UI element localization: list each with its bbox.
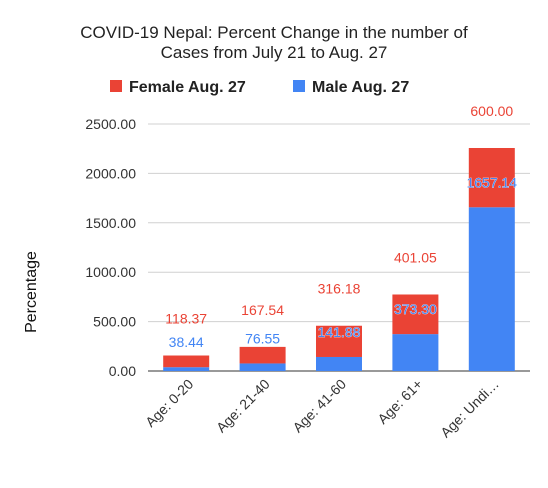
x-tick-label-age-41-60: Age: 41-60 bbox=[289, 376, 349, 436]
grid-layer bbox=[148, 123, 530, 372]
chart-title-line-1: COVID-19 Nepal: Percent Change in the nu… bbox=[80, 23, 468, 42]
y-tick-label: 2000.00 bbox=[85, 165, 136, 181]
x-tick-label-age-21-40: Age: 21-40 bbox=[213, 376, 273, 436]
data-label-male-aug-27-age-21-40: 76.55 bbox=[245, 330, 280, 346]
legend-label-female: Female Aug. 27 bbox=[129, 79, 246, 96]
y-tick-label: 1000.00 bbox=[85, 264, 136, 280]
data-label-male-aug-27-age-61: 373.30 bbox=[394, 301, 437, 317]
bar-layer bbox=[163, 147, 515, 371]
y-tick-label: 2500.00 bbox=[85, 116, 136, 132]
bar-female-aug-27-age-0-20 bbox=[163, 355, 210, 368]
bar-female-aug-27-age-61 bbox=[392, 294, 439, 335]
bar-male-aug-27-age-0-20 bbox=[163, 367, 210, 371]
x-tick-label-age-0-20: Age: 0-20 bbox=[142, 376, 196, 430]
x-tick-label-age-61: Age: 61+ bbox=[374, 376, 425, 427]
data-label-female-aug-27-age-61: 401.05 bbox=[394, 249, 437, 265]
y-tick-label: 500.00 bbox=[93, 314, 136, 330]
bar-female-aug-27-age-41-60 bbox=[316, 325, 362, 357]
bar-female-aug-27-age-21-40 bbox=[239, 346, 286, 364]
data-label-female-aug-27-age-21-40: 167.54 bbox=[241, 302, 284, 318]
data-label-layer: 118.37 38.44 167.54 76.55 316.18 141.88 401.05… bbox=[165, 103, 517, 351]
legend-swatch-female bbox=[110, 80, 122, 92]
y-tick-labels: 0.00 500.00 1000.00 1500.00 2000.00 2500.00 bbox=[85, 116, 136, 379]
y-axis-label: Percentage bbox=[23, 251, 40, 333]
bar-male-aug-27-age-41-60 bbox=[316, 356, 362, 371]
bar-female-aug-27-age-undi bbox=[468, 147, 515, 208]
data-label-male-aug-27-age-0-20: 38.44 bbox=[169, 334, 204, 350]
bar-male-aug-27-age-undi bbox=[468, 207, 515, 371]
data-label-male-aug-27-age-41-60: 141.88 bbox=[318, 324, 361, 340]
data-label-female-aug-27-age-undi: 600.00 bbox=[470, 103, 513, 119]
x-tick-labels: Age: 0-20 Age: 21-40 Age: 41-60 Age: 61+ Age… bbox=[142, 376, 502, 441]
chart-title-line-2: Cases from July 21 to Aug. 27 bbox=[161, 43, 388, 62]
legend-swatch-male bbox=[293, 80, 305, 92]
bar-male-aug-27-age-61 bbox=[392, 334, 439, 371]
legend: Female Aug. 27 Male Aug. 27 bbox=[110, 79, 409, 96]
data-label-male-aug-27-age-undi: 1657.14 bbox=[466, 174, 517, 190]
bar-male-aug-27-age-21-40 bbox=[239, 363, 286, 371]
data-label-female-aug-27-age-41-60: 316.18 bbox=[318, 281, 361, 297]
y-tick-label: 0.00 bbox=[109, 363, 136, 379]
legend-label-male: Male Aug. 27 bbox=[312, 79, 409, 96]
y-tick-label: 1500.00 bbox=[85, 215, 136, 231]
data-label-female-aug-27-age-0-20: 118.37 bbox=[165, 311, 207, 327]
x-tick-label-age-undi: Age: Undi… bbox=[437, 376, 502, 441]
